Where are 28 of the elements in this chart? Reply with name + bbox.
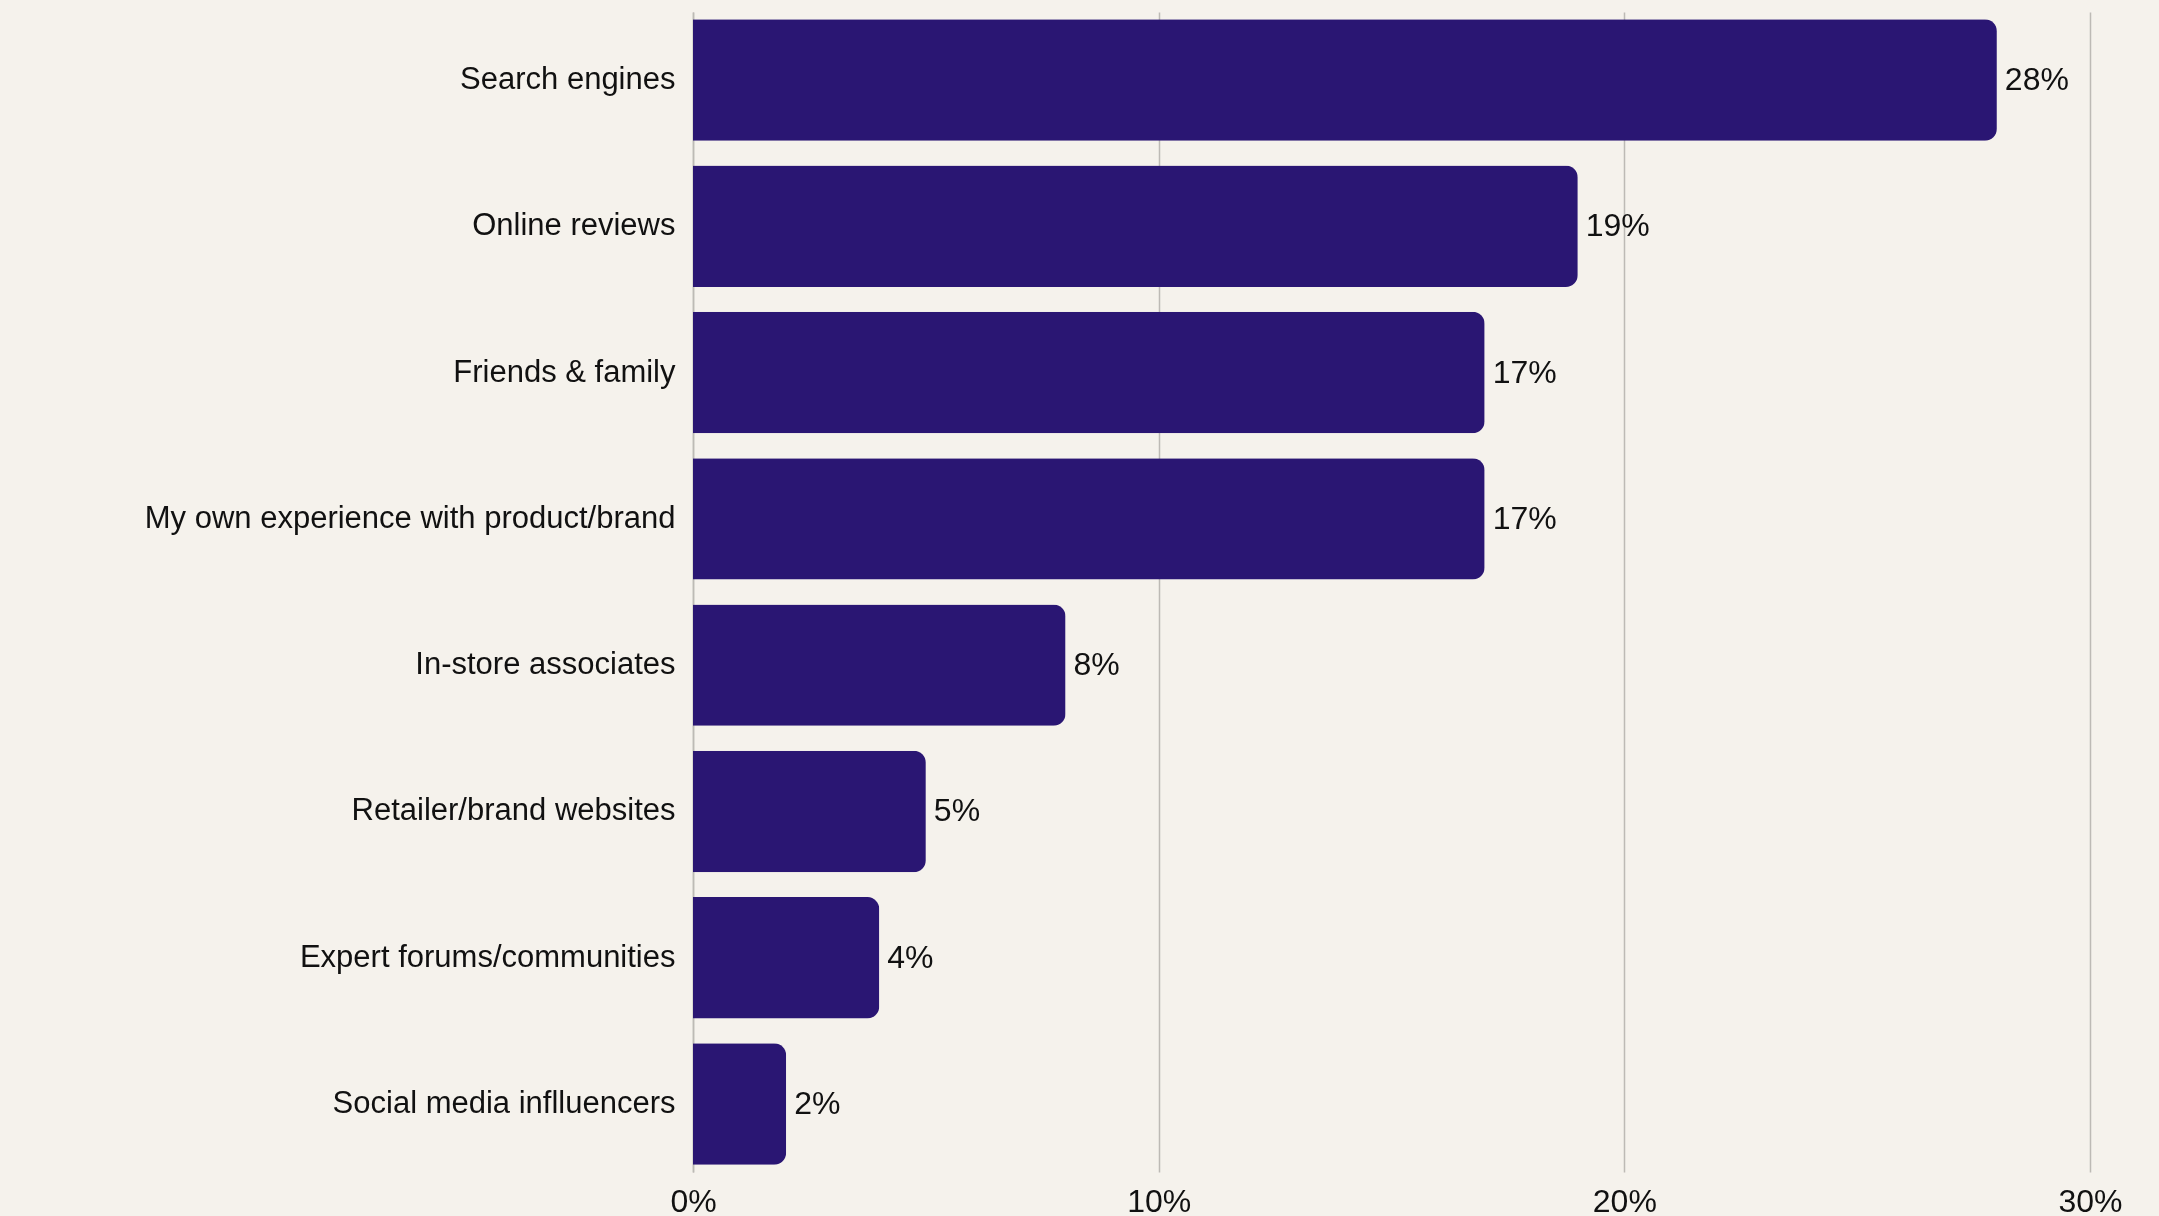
data-label: 8% [1073, 646, 1120, 683]
bar [693, 19, 1997, 141]
bar [693, 604, 1066, 726]
x-tick-label: 30% [2058, 1182, 2123, 1216]
y-tick-label: Friends & family [453, 353, 676, 389]
bar [693, 896, 880, 1019]
bar [693, 1043, 787, 1165]
bar [693, 165, 1578, 288]
bar [693, 311, 1485, 434]
y-tick-label: Retailer/brand websites [351, 792, 676, 828]
bar [693, 458, 1485, 580]
data-label: 28% [2004, 61, 2069, 98]
y-tick-label: Online reviews [472, 207, 676, 243]
y-tick-label: Search engines [460, 61, 676, 97]
data-label: 5% [933, 792, 981, 829]
y-tick-label: Expert forums/communities [299, 938, 676, 974]
y-tick-label: My own experience with product/brand [144, 499, 676, 535]
data-label: 17% [1492, 499, 1557, 536]
x-tick-label: 10% [1127, 1182, 1192, 1216]
data-label: 4% [887, 938, 934, 975]
data-label: 19% [1585, 207, 1650, 244]
x-tick-label: 20% [1592, 1182, 1657, 1216]
bar [693, 750, 926, 873]
y-tick-label: Social media inflluencers [332, 1084, 676, 1120]
x-tick-label: 0% [670, 1182, 717, 1216]
data-label: 2% [794, 1084, 841, 1121]
data-label: 17% [1492, 353, 1557, 390]
y-tick-label: In-store associates [415, 646, 676, 682]
